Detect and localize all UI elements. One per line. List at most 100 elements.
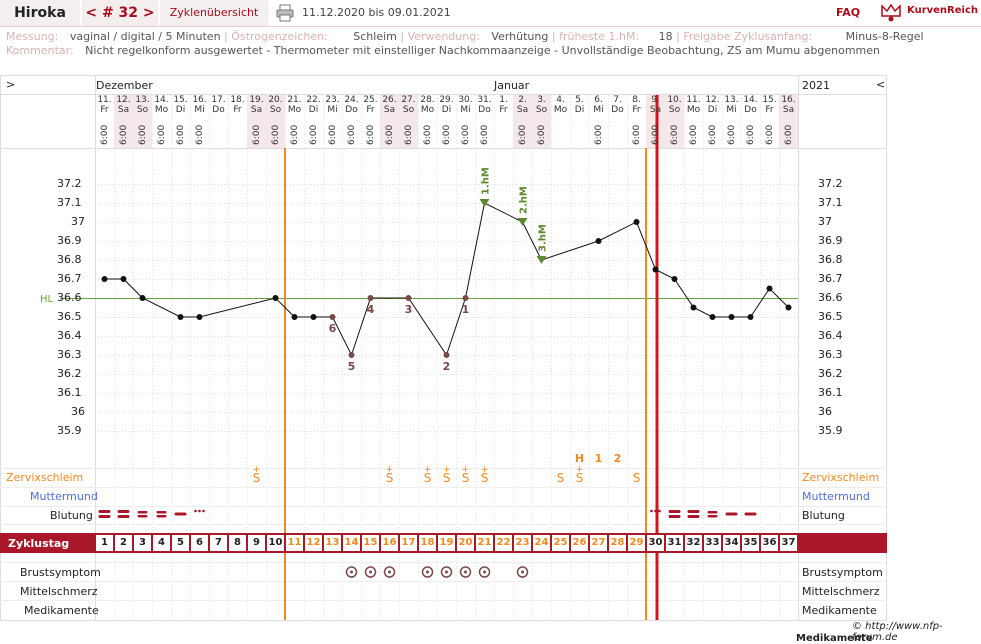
- temperature-point: [310, 314, 317, 320]
- low-count-label: 4: [367, 303, 375, 316]
- date-column: 9. Sa 6:00: [646, 95, 665, 148]
- crown-icon[interactable]: [880, 2, 980, 24]
- y-tick-right: 36.2: [818, 367, 843, 380]
- date-day: 9.: [651, 95, 660, 105]
- temperature-point: [139, 295, 146, 301]
- cycle-day-cell: 23: [514, 535, 531, 551]
- date-day: 28.: [420, 95, 435, 105]
- date-weekday: So: [535, 105, 548, 115]
- measure-time: 6:00: [708, 124, 718, 145]
- bleeding-heavy: [668, 515, 681, 518]
- cycle-day-cell: 17: [400, 535, 417, 551]
- y-tick-right: 36.4: [818, 329, 843, 342]
- mucus-symbol: S: [424, 471, 432, 485]
- temperature-point: [405, 295, 412, 301]
- breast-symptom-icon-dot: [464, 570, 467, 574]
- date-column: 3. So 6:00: [532, 95, 551, 148]
- mucus-plus: +: [481, 465, 489, 475]
- faq-link[interactable]: FAQ: [836, 6, 861, 19]
- row-label-cervix-left: Muttermund: [30, 490, 98, 503]
- cycle-day-cell: 33: [704, 535, 721, 551]
- y-tick-right: 36.7: [818, 272, 843, 285]
- date-weekday: Fr: [233, 105, 242, 115]
- date-column: 18. Fr: [228, 95, 247, 148]
- row-label-mittelschmerz-right: Mittelschmerz: [802, 585, 880, 598]
- breast-symptom-icon-dot: [445, 570, 448, 574]
- y-tick-right: 35.9: [818, 424, 843, 437]
- date-day: 3.: [537, 95, 546, 105]
- bleeding-heavy: [117, 515, 130, 518]
- prev-arrow[interactable]: >: [6, 78, 16, 91]
- date-day: 6.: [594, 95, 603, 105]
- breast-symptom-icon-dot: [350, 570, 353, 574]
- date-day: 24.: [344, 95, 359, 105]
- cycle-day-cell: 1: [96, 535, 113, 551]
- date-column: 23. Mi 6:00: [323, 95, 342, 148]
- date-column: 12. Di 6:00: [703, 95, 722, 148]
- date-day: 17.: [211, 95, 226, 105]
- date-day: 21.: [287, 95, 302, 105]
- cycle-navigator[interactable]: < # 32 >: [82, 0, 158, 26]
- high-temp-marker: [517, 218, 528, 226]
- cycle-day-cell: 31: [666, 535, 683, 551]
- high-temp-marker: [479, 199, 490, 207]
- temperature-point: [747, 314, 754, 320]
- bleeding-spotting: [202, 509, 205, 513]
- date-weekday: Mi: [327, 105, 338, 115]
- breast-symptom-icon-dot: [369, 570, 372, 574]
- temperature-point: [785, 304, 792, 311]
- bleeding-heavy: [117, 510, 130, 513]
- temperature-point: [291, 314, 298, 320]
- comment-value: Nicht regelkonform ausgewertet - Thermom…: [85, 44, 881, 57]
- mucus-symbol: S: [633, 471, 641, 485]
- date-weekday: Sa: [782, 105, 795, 115]
- date-column: 17. Do: [209, 95, 228, 148]
- date-column: 11. Mo 6:00: [684, 95, 703, 148]
- y-tick-right: 36.5: [818, 310, 843, 323]
- measure-time: 6:00: [271, 124, 281, 145]
- date-weekday: Di: [175, 105, 186, 115]
- date-weekday: Do: [345, 105, 358, 115]
- peak-label: 2: [614, 452, 622, 465]
- bleeding-light: [744, 512, 757, 516]
- cycle-overview-link[interactable]: Zyklenübersicht: [160, 0, 268, 26]
- cycle-day-cell: 35: [742, 535, 759, 551]
- date-day: 5.: [575, 95, 584, 105]
- date-day: 4.: [556, 95, 565, 105]
- mucus-plus: +: [576, 465, 584, 475]
- use-label: Verwendung:: [407, 30, 480, 43]
- next-arrow[interactable]: <: [876, 78, 886, 91]
- cycle-day-cell: 8: [229, 535, 246, 551]
- bleeding-spotting: [654, 509, 657, 513]
- y-tick-left: 36.4: [57, 329, 82, 342]
- row-label-mucus-right: Zervixschleim: [802, 471, 880, 484]
- cycle-day-cell: 11: [286, 535, 303, 551]
- y-tick-right: 36.3: [818, 348, 843, 361]
- measure-time: 6:00: [537, 124, 547, 145]
- date-day: 13.: [724, 95, 739, 105]
- brand-name[interactable]: KurvenReich: [907, 5, 979, 16]
- cycle-day-cell: 18: [419, 535, 436, 551]
- date-weekday: Do: [611, 105, 624, 115]
- y-tick-left: 36.3: [57, 348, 82, 361]
- mucus-symbol: S: [462, 471, 470, 485]
- bleeding-heavy: [98, 510, 111, 513]
- date-column: 30. Mi 6:00: [456, 95, 475, 148]
- y-tick-right: 36: [818, 405, 832, 418]
- chart-frame: [0, 75, 887, 621]
- temperature-point: [196, 314, 203, 320]
- measure-time: 6:00: [385, 124, 395, 145]
- date-weekday: Di: [441, 105, 452, 115]
- y-tick-left: 36.2: [57, 367, 82, 380]
- date-column: 29. Di 6:00: [437, 95, 456, 148]
- y-tick-left: 36: [71, 405, 85, 418]
- printer-icon[interactable]: [276, 4, 294, 22]
- date-day: 13.: [135, 95, 150, 105]
- temperature-point: [728, 314, 735, 320]
- date-weekday: Mi: [460, 105, 471, 115]
- high-measurement-label: 1.hM: [481, 167, 492, 195]
- date-day: 20.: [268, 95, 283, 105]
- low-count-label: 6: [329, 322, 337, 335]
- date-day: 12.: [116, 95, 131, 105]
- high-measurement-label: 2.hM: [519, 186, 530, 214]
